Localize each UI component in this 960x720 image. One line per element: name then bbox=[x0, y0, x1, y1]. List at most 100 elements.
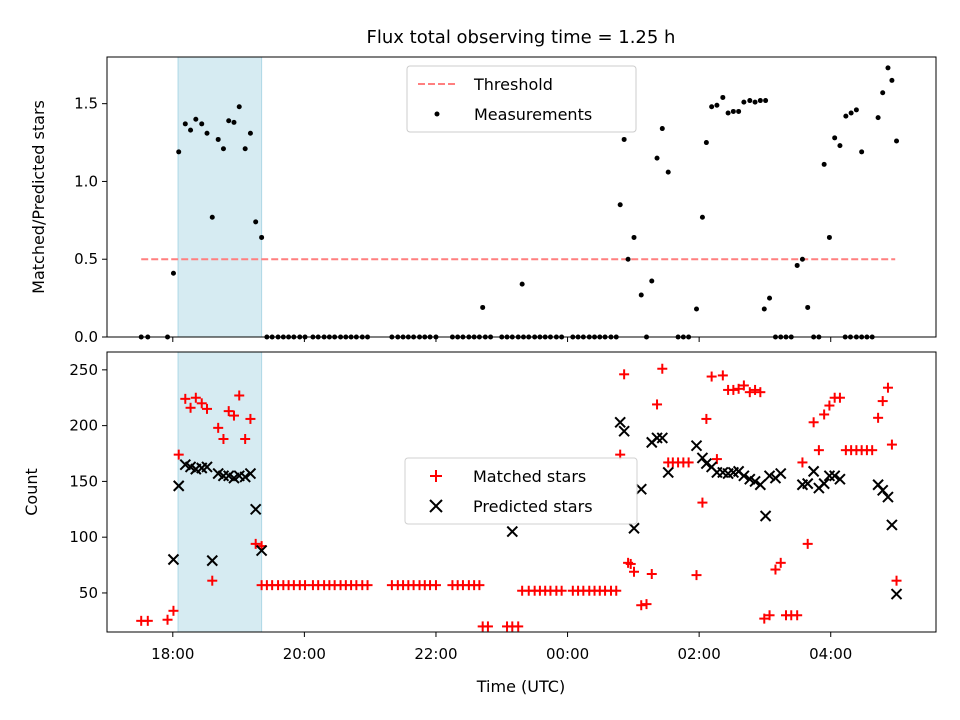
bottom-panel: 50 100 150 200 250 18:00 20:00 22:00 00:00 02:00… bbox=[22, 351, 937, 696]
predicted-star-point bbox=[244, 467, 257, 480]
matched-star-point bbox=[770, 564, 781, 575]
predicted-star-point bbox=[807, 465, 820, 478]
predicted-star-point bbox=[818, 477, 830, 490]
x-tick-label: 22:00 bbox=[414, 645, 457, 663]
measurement-point bbox=[805, 304, 811, 310]
matched-star-point bbox=[173, 449, 184, 460]
top-panel: 0.0 0.5 1.0 1.5 Matched/Predicted stars Thr… bbox=[29, 56, 937, 346]
measurement-point bbox=[638, 292, 644, 298]
predicted-legend-swatch bbox=[429, 499, 443, 513]
matched-star-point bbox=[733, 383, 744, 394]
measurement-point bbox=[231, 119, 237, 125]
matched-star-point bbox=[556, 585, 567, 596]
y-tick-label: 200 bbox=[69, 417, 98, 435]
measurement-point bbox=[631, 234, 637, 240]
chart-title: Flux total observing time = 1.25 h bbox=[367, 27, 676, 48]
predicted-star-point bbox=[749, 475, 761, 488]
measurement-point bbox=[654, 155, 660, 161]
measurement-point bbox=[889, 77, 895, 83]
bottom-legend: Matched stars Predicted stars bbox=[404, 457, 638, 525]
y-tick-label: 1.5 bbox=[74, 95, 98, 113]
matched-star-point bbox=[180, 393, 191, 404]
matched-star-point bbox=[652, 399, 663, 410]
matched-star-point bbox=[697, 497, 708, 508]
matched-star-point bbox=[190, 392, 201, 403]
matched-star-point bbox=[619, 369, 630, 380]
matched-star-point bbox=[877, 396, 888, 407]
matched-star-point bbox=[218, 434, 229, 445]
measurement-point bbox=[714, 102, 720, 108]
matched-star-point bbox=[202, 403, 213, 414]
matched-star-point bbox=[764, 610, 775, 621]
predicted-star-point bbox=[877, 484, 889, 497]
measurement-point bbox=[730, 108, 736, 114]
matched-star-point bbox=[886, 439, 897, 450]
y-tick-label: 250 bbox=[69, 361, 98, 379]
measurement-point bbox=[821, 161, 827, 167]
x-tick-label: 20:00 bbox=[283, 645, 326, 663]
matched-star-point bbox=[792, 610, 803, 621]
measurement-point bbox=[747, 98, 753, 104]
matched-star-point bbox=[867, 445, 878, 456]
measurement-point bbox=[894, 138, 900, 144]
measurement-point bbox=[826, 234, 832, 240]
y-tick-label: 0.0 bbox=[74, 328, 98, 346]
matched-star-point bbox=[706, 371, 717, 382]
predicted-star-point bbox=[775, 467, 787, 480]
y-tick-label: 150 bbox=[69, 472, 98, 490]
matched-star-point bbox=[629, 566, 640, 577]
predicted-star-point bbox=[239, 471, 251, 483]
matched-star-point bbox=[646, 568, 657, 579]
measurement-point bbox=[247, 130, 253, 136]
measurement-point bbox=[649, 278, 655, 284]
predicted-star-point bbox=[828, 470, 841, 482]
predicted-star-point bbox=[618, 425, 630, 437]
measurement-point bbox=[843, 113, 849, 119]
bottom-y-axis-label: Count bbox=[22, 468, 41, 516]
measurement-point bbox=[625, 256, 631, 262]
matched-star-point bbox=[891, 575, 902, 586]
predicted-star-point bbox=[173, 480, 185, 492]
top-axes-frame bbox=[106, 56, 937, 338]
measurement-point bbox=[761, 306, 767, 312]
measurement-point bbox=[741, 99, 747, 105]
measurement-point bbox=[199, 121, 205, 127]
matched-star-point bbox=[482, 621, 493, 632]
measurement-point bbox=[621, 136, 627, 142]
predicted-star-point bbox=[886, 519, 898, 531]
matched-star-point bbox=[824, 400, 835, 411]
measurement-point bbox=[259, 234, 265, 240]
top-legend-box bbox=[406, 65, 637, 133]
matched-star-point bbox=[834, 392, 845, 403]
matched-star-point bbox=[362, 580, 373, 591]
measurement-point bbox=[699, 214, 705, 220]
matched-star-point bbox=[185, 402, 196, 413]
y-tick-label: 1.0 bbox=[74, 172, 98, 190]
measurement-point bbox=[885, 65, 891, 71]
x-tick-label: 02:00 bbox=[678, 645, 721, 663]
bottom-x-ticks: 18:00 20:00 22:00 00:00 02:00 04:00 bbox=[151, 632, 852, 663]
matched-star-point bbox=[759, 613, 770, 624]
bottom-legend-box bbox=[404, 457, 638, 525]
measurements-legend-swatch bbox=[434, 111, 440, 117]
matched-star-point bbox=[797, 457, 808, 468]
predicted-star-point bbox=[882, 491, 894, 503]
measurement-point bbox=[253, 219, 259, 225]
predicted-star-point bbox=[167, 553, 180, 566]
matched-star-point bbox=[228, 410, 239, 421]
predicted-star-point bbox=[635, 483, 647, 495]
measurement-point bbox=[659, 126, 665, 132]
predicted-star-point bbox=[628, 522, 640, 534]
measurement-point bbox=[170, 270, 176, 276]
predicted-stars-series bbox=[167, 416, 903, 600]
y-tick-label: 50 bbox=[79, 584, 98, 602]
matched-star-point bbox=[636, 600, 647, 611]
measurement-point bbox=[665, 169, 671, 175]
measurement-point bbox=[848, 110, 854, 116]
x-tick-label: 18:00 bbox=[151, 645, 194, 663]
measurement-point bbox=[242, 146, 248, 152]
measurement-point bbox=[209, 214, 215, 220]
measurement-point bbox=[215, 136, 221, 142]
matched-legend-swatch bbox=[430, 470, 442, 482]
matched-star-point bbox=[245, 413, 256, 424]
